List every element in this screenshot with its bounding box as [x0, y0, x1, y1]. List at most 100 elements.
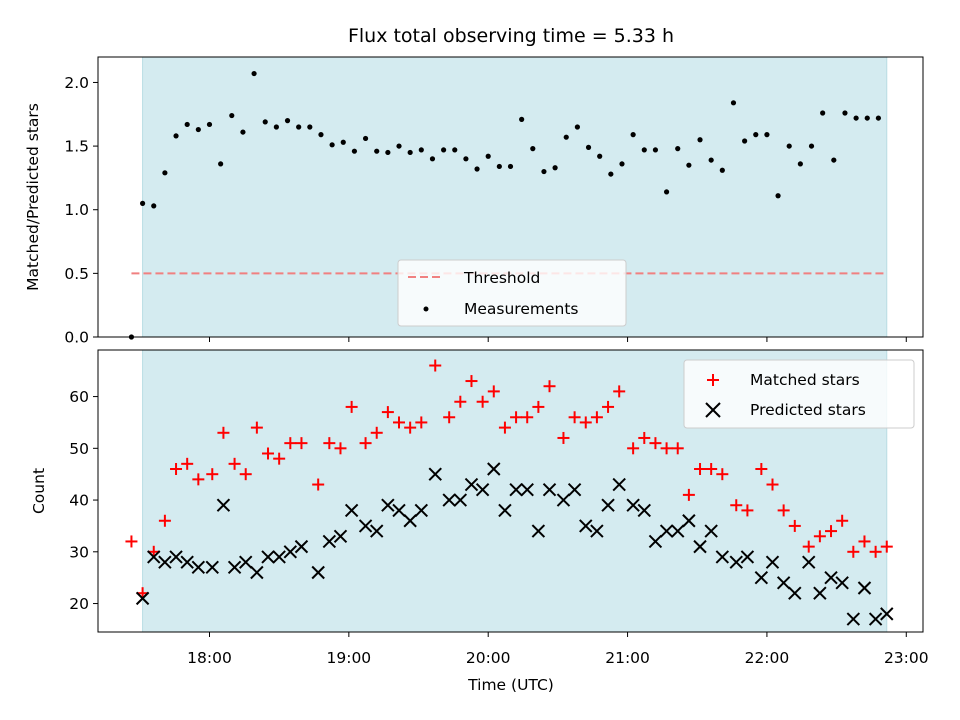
top-y-ticks: 0.0 0.5 1.0 1.5 2.0 — [64, 74, 98, 347]
bottom-axes-frame — [97, 349, 924, 633]
predicted-star-point — [428, 467, 442, 481]
top-y-tick-label: 1.5 — [64, 138, 89, 156]
measurement-point — [262, 119, 268, 125]
matched-star-point — [705, 463, 718, 476]
measurement-point — [652, 147, 659, 153]
predicted-star-point — [601, 498, 615, 512]
measurement-point — [719, 167, 725, 173]
predicted-star-point — [147, 550, 161, 564]
matched-star-point — [858, 535, 871, 548]
measurement-point — [351, 148, 358, 154]
matched-star-point — [312, 478, 325, 491]
predicted-star-point — [358, 519, 373, 533]
matched-star-point — [498, 421, 511, 434]
matched-star-point — [181, 457, 194, 470]
measurement-point — [686, 162, 692, 168]
predicted-star-point — [567, 482, 582, 497]
predicted-star-point — [403, 514, 417, 528]
predicted-star-point — [442, 493, 456, 507]
x-axis-label: Time (UTC) — [467, 676, 554, 694]
matched-star-point — [295, 437, 308, 450]
predicted-star-point — [846, 612, 861, 626]
predicted-star-point — [487, 462, 501, 476]
measurement-point — [753, 132, 759, 138]
measurement-point — [296, 124, 302, 130]
predicted-star-point — [333, 529, 348, 543]
matched-star-point — [627, 442, 640, 455]
matched-legend-label: Matched stars — [750, 371, 860, 389]
measurement-point — [139, 200, 146, 206]
predicted-star-point — [227, 560, 242, 575]
matched-star-point — [393, 416, 406, 429]
bottom-y-tick-label: 60 — [69, 388, 89, 406]
matched-star-point — [429, 359, 442, 372]
x-tick-label: 21:00 — [605, 649, 650, 667]
predicted-star-point — [754, 570, 769, 585]
predicted-star-point — [158, 555, 172, 569]
predicted-star-point — [868, 612, 883, 626]
bottom-legend-box — [683, 359, 915, 429]
matched-legend-marker — [707, 374, 719, 386]
x-tick-label: 22:00 — [745, 649, 790, 667]
matched-star-point — [370, 426, 383, 439]
matched-star-point — [443, 411, 456, 424]
matched-stars-points — [125, 359, 893, 600]
measurement-point — [820, 110, 826, 116]
measurement-point — [507, 163, 514, 170]
predicted-star-point — [180, 555, 194, 569]
matched-star-point — [602, 400, 615, 413]
top-y-tick-label: 1.0 — [64, 201, 89, 219]
predicted-star-point — [283, 545, 298, 559]
measurement-point — [775, 193, 781, 199]
predicted-star-point — [453, 493, 468, 507]
predicted-star-point — [579, 519, 593, 533]
matched-star-point — [404, 421, 417, 434]
matched-star-point — [755, 463, 768, 476]
predicted-star-point — [740, 550, 755, 564]
matched-star-point — [487, 385, 500, 398]
measurement-point — [630, 132, 636, 138]
bottom-y-tick-label: 30 — [69, 543, 89, 561]
predicted-star-point — [590, 524, 604, 538]
predicted-star-point — [509, 482, 523, 497]
measurement-point — [362, 135, 369, 142]
matched-star-point — [192, 473, 205, 486]
predicted-star-point — [392, 503, 406, 518]
predicted-star-point — [648, 534, 663, 549]
predicted-star-point — [729, 555, 743, 569]
bottom-x-ticks: 18:00 19:00 20:00 21:00 22:00 23:00 — [187, 632, 929, 667]
measurement-point — [218, 161, 224, 167]
predicted-star-point — [520, 482, 534, 497]
predicted-star-point — [542, 482, 557, 497]
predicted-star-point — [135, 591, 150, 606]
bottom-y-tick-label: 50 — [69, 440, 89, 458]
measurement-point — [808, 143, 815, 149]
predicted-star-point — [824, 570, 838, 585]
measurement-point — [396, 143, 402, 149]
predicted-legend-label: Predicted stars — [750, 401, 866, 419]
measurement-point — [541, 168, 547, 175]
measurement-point — [563, 134, 569, 140]
matched-star-point — [649, 437, 662, 450]
matched-star-point — [568, 411, 581, 424]
matched-star-point — [284, 437, 297, 450]
top-panel: 0.00.51.01.52.0 Matched/Predicted stars … — [24, 56, 924, 347]
predicted-star-point — [715, 550, 730, 564]
matched-star-point — [415, 416, 428, 429]
measurement-point — [697, 137, 703, 143]
bottom-y-ticks: 20 30 40 50 60 — [69, 388, 98, 613]
measurement-point — [452, 147, 458, 153]
measurement-point — [374, 148, 380, 154]
matched-star-point — [510, 411, 523, 424]
measurement-point — [641, 147, 647, 153]
measurement-point — [151, 203, 157, 209]
bottom-legend: Matched stars Predicted stars — [683, 359, 915, 429]
measurement-point — [329, 142, 335, 148]
matched-star-point — [250, 421, 263, 434]
measurement-point — [474, 166, 480, 172]
matched-star-point — [741, 504, 754, 517]
measurement-point — [530, 146, 536, 152]
x-tick-label: 18:00 — [187, 649, 232, 667]
measurement-point — [842, 110, 848, 116]
predicted-star-point — [802, 555, 816, 569]
